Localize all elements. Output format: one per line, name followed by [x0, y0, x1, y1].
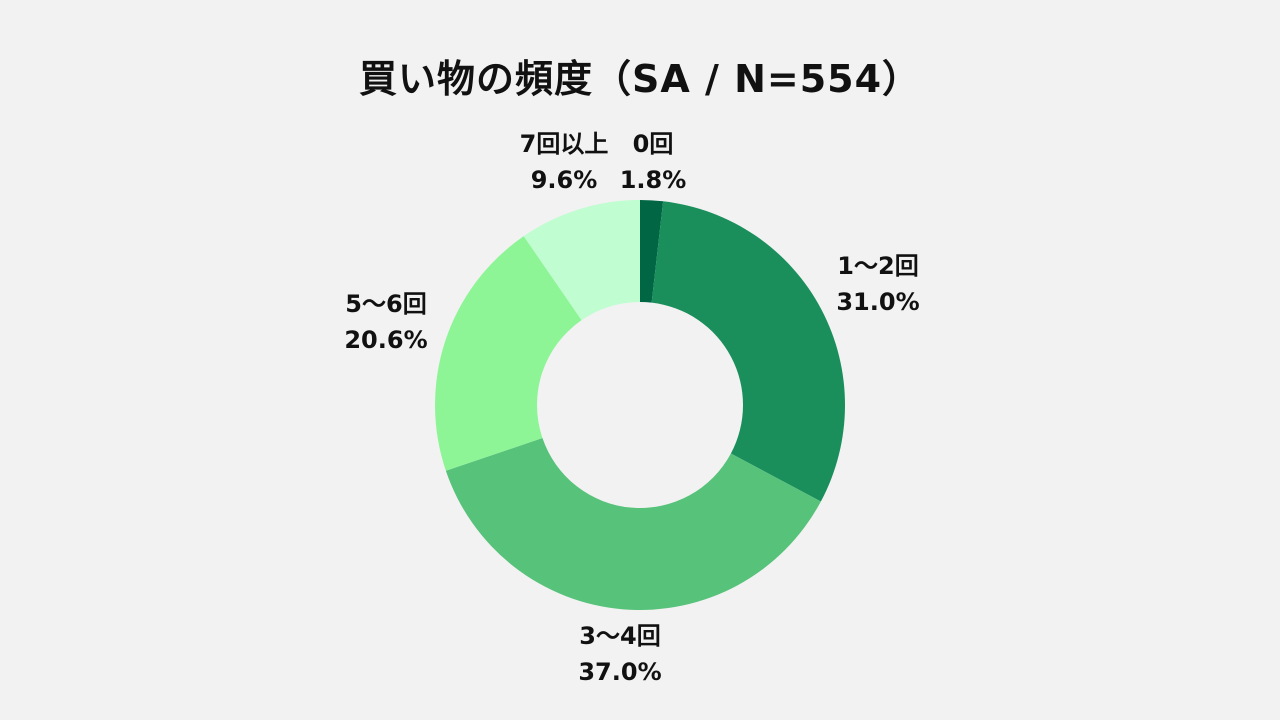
donut-slice-3 [434, 236, 582, 471]
slice-label-2: 3〜4回 37.0% [520, 618, 720, 690]
slice-label-3: 5〜6回 20.6% [286, 286, 486, 358]
donut-slice-1 [651, 201, 845, 502]
slice-label-0-name: 0回 [632, 130, 674, 158]
slice-label-2-name: 3〜4回 [579, 622, 661, 650]
chart-title: 買い物の頻度（SA / N=554） [358, 57, 922, 101]
slice-label-1-name: 1〜2回 [837, 252, 919, 280]
donut-slice-4 [523, 200, 640, 321]
slice-label-4-value: 9.6% [530, 166, 598, 194]
donut-slice-0 [640, 200, 664, 303]
slice-label-0: 0回 1.8% [553, 126, 753, 198]
slice-label-1-value: 31.0% [836, 288, 920, 316]
slice-label-3-name: 5〜6回 [345, 290, 427, 318]
donut-slice-2 [445, 438, 821, 610]
slice-label-3-value: 20.6% [344, 326, 428, 354]
slice-label-0-value: 1.8% [619, 166, 687, 194]
slice-label-4-name: 7回以上 [519, 130, 609, 158]
slice-label-4: 7回以上 9.6% [464, 126, 664, 198]
slice-label-1: 1〜2回 31.0% [778, 248, 978, 320]
slice-label-2-value: 37.0% [578, 658, 662, 686]
